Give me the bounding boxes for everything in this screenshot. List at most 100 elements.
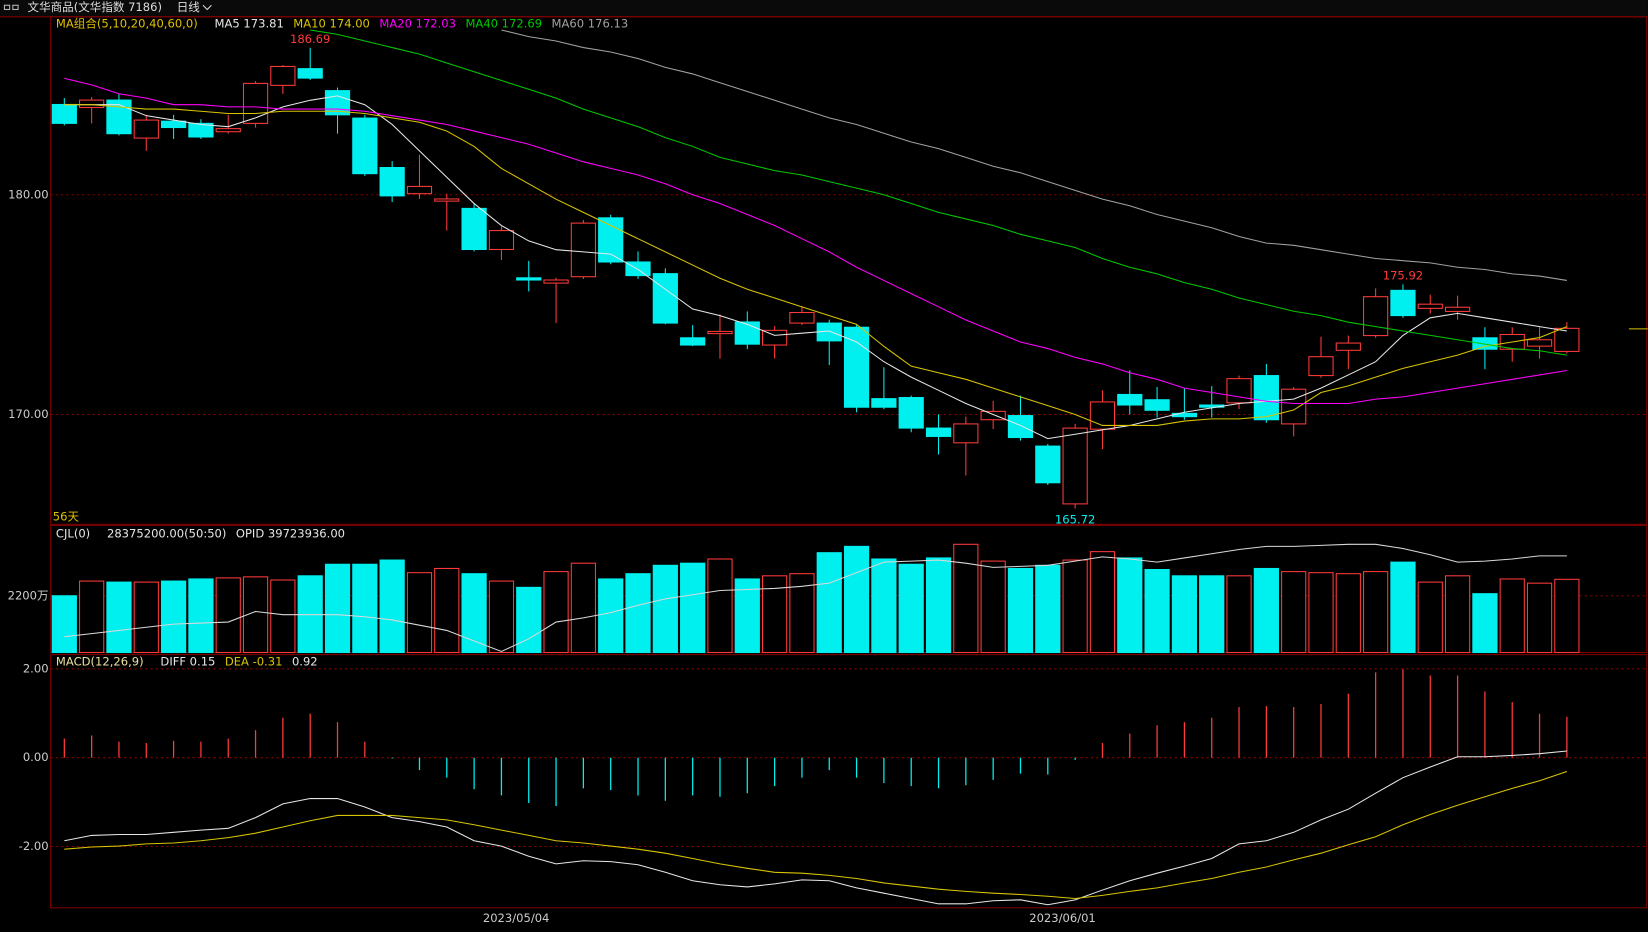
candle-body (762, 329, 788, 346)
candle-body (379, 166, 405, 197)
legend-title: MA组合(5,10,20,40,60,0) (56, 17, 198, 31)
volume-bar (1007, 567, 1034, 654)
volume-bar (925, 557, 952, 654)
candle-body (1472, 337, 1498, 350)
volume-bar (652, 564, 678, 654)
volume-bar (1089, 551, 1116, 654)
volume-bar (543, 571, 569, 654)
icon[interactable] (12, 4, 19, 10)
x-tick-label: 2023/05/04 (483, 911, 550, 925)
candle-body (652, 273, 678, 324)
days-label: 56天 (53, 509, 80, 523)
volume-bar (1417, 581, 1443, 654)
volume-bar (843, 545, 870, 654)
volume-bar (1035, 564, 1061, 654)
icon[interactable] (3, 4, 11, 10)
candle-body (1089, 401, 1116, 430)
candle-body (625, 261, 651, 277)
candle-body (188, 122, 214, 138)
x-tick-label: 2023/06/01 (1029, 911, 1096, 925)
candle-body (1308, 356, 1334, 377)
volume-bar (1335, 573, 1361, 654)
price-annotation: 186.69 (290, 32, 330, 46)
volume-bar (980, 560, 1006, 654)
volume-bar (379, 559, 405, 654)
volume-bar (816, 552, 842, 654)
volume-bar (1226, 575, 1252, 654)
candle-body (1226, 378, 1252, 404)
candle-body (680, 337, 706, 346)
macd-line (64, 770, 1568, 900)
candle-body (461, 207, 487, 250)
volume-bar (188, 578, 214, 654)
legend-item: DIFF 0.15 (160, 654, 215, 668)
legend-title: MACD(12,26,9) (56, 654, 144, 668)
volume-bar (680, 562, 706, 654)
candle-body (843, 326, 870, 408)
candle-body (1144, 399, 1170, 411)
candle-body (1062, 427, 1088, 505)
y-tick-label: 170.00 (8, 407, 48, 421)
candle-body (1035, 445, 1061, 484)
volume-bar (1308, 572, 1334, 654)
candle-body (898, 397, 924, 429)
volume-bar (160, 580, 187, 654)
candle-body (516, 277, 542, 281)
volume-bar (461, 573, 487, 654)
ma-line (501, 29, 1567, 281)
candle-body (1444, 306, 1471, 312)
legend-item: MA60 176.13 (552, 17, 629, 31)
candle-body (543, 279, 569, 284)
candle-body (871, 398, 897, 408)
candle-body (789, 312, 815, 324)
candle-body (1363, 296, 1389, 337)
volume-bar (215, 577, 241, 654)
candle-body (51, 103, 77, 124)
ma-line (64, 104, 1568, 426)
volume-bar (488, 580, 515, 654)
candle-body (1335, 342, 1361, 351)
candle-body (160, 120, 187, 129)
volume-bar (434, 567, 460, 654)
volume-bar (625, 573, 651, 654)
volume-bar (1117, 557, 1143, 654)
candle-body (1554, 327, 1580, 352)
volume-bar (51, 595, 77, 654)
ma-line (310, 29, 1567, 356)
volume-bar (324, 563, 351, 654)
volume-bar (106, 581, 132, 654)
y-tick-label: 0.00 (23, 750, 49, 764)
candle-body (1007, 415, 1034, 439)
volume-bar (1171, 575, 1198, 654)
top-bar (0, 0, 1648, 17)
candle-body (734, 321, 760, 345)
price-annotation: 165.72 (1055, 513, 1095, 527)
instrument-title[interactable]: 文华商品(文华指数 7186) (28, 0, 162, 14)
chevron[interactable] (202, 4, 212, 11)
volume-bar (1199, 575, 1225, 654)
candle-body (215, 128, 241, 133)
volume-bar (406, 572, 433, 654)
y-tick-label: -2.00 (19, 839, 49, 853)
volume-bar (1390, 561, 1416, 654)
candle-body (1281, 388, 1307, 425)
legend-item: MA10 174.00 (293, 17, 370, 31)
candle-body (598, 217, 624, 263)
volume-bar (598, 578, 624, 654)
period[interactable]: 日线 (177, 0, 201, 14)
volume-bar (570, 562, 596, 654)
legend-item: OPID 39723936.00 (236, 526, 345, 540)
volume-bar (1253, 567, 1279, 654)
volume-bar (1363, 571, 1389, 654)
legend-item: MA40 172.69 (465, 17, 542, 31)
volume-bar (1062, 559, 1088, 654)
legend-title: CJL(0) (56, 526, 90, 540)
volume-bar (898, 563, 924, 654)
candle-body (925, 427, 952, 437)
candle-body (434, 198, 460, 202)
volume-bar (1444, 575, 1471, 654)
ma-line (64, 95, 1567, 440)
candle-body (406, 185, 433, 195)
